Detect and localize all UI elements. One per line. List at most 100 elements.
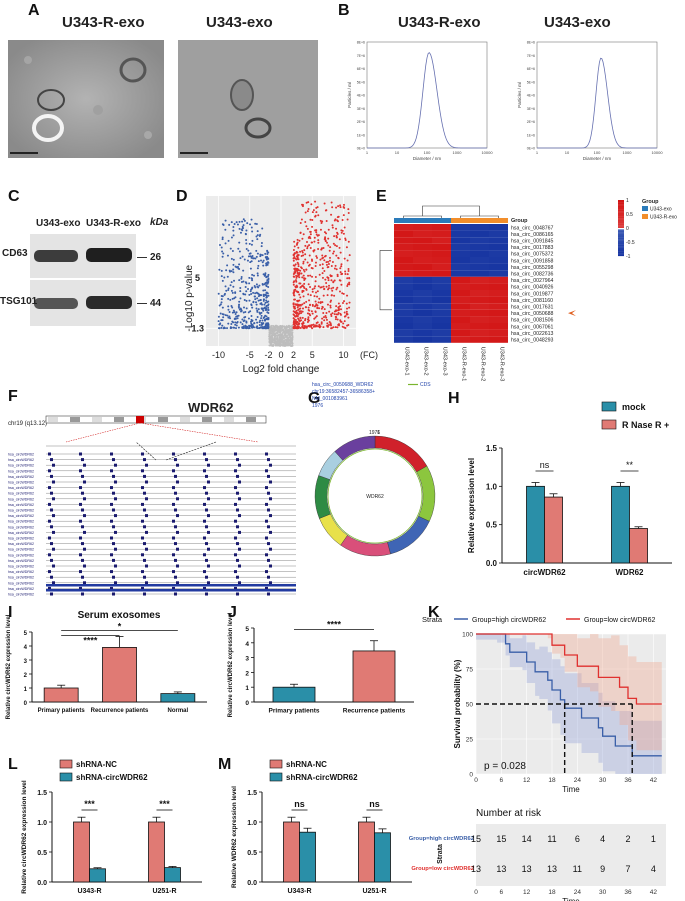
km-ytick: 25	[466, 737, 474, 744]
risk-title: Number at risk	[476, 808, 542, 819]
nta-ytick: 8E+6	[357, 41, 365, 45]
heatmap-cell	[394, 283, 413, 290]
y-tick-label: 0.0	[486, 559, 498, 568]
heatmap-cell	[413, 323, 432, 330]
risk-value: 13	[496, 864, 506, 874]
heatmap-cell	[451, 296, 470, 304]
arrow-icon	[568, 310, 576, 317]
bar	[283, 821, 300, 883]
heatmap-row-label: hsa_circ_0027964	[511, 278, 554, 284]
heatmap-cell	[432, 336, 451, 343]
y-tick-label: 0	[24, 701, 28, 707]
band-tsg101: TSG101	[0, 296, 38, 307]
km-pvalue: p = 0.028	[484, 761, 526, 772]
risk-value: 1	[651, 834, 656, 844]
panel-label-j: J	[228, 604, 237, 621]
heatmap-cell	[470, 250, 489, 257]
heatmap-cell	[470, 323, 489, 330]
heatmap-cell	[451, 270, 470, 277]
tem-image-left	[8, 40, 164, 158]
heatmap-row-label: hsa_circ_0082736	[511, 272, 554, 278]
exon-segment	[374, 435, 428, 473]
y-tick-label: 1.0	[247, 820, 257, 827]
risk-value: 14	[522, 834, 532, 844]
y-axis-label: Relative WDR62 expression level	[231, 786, 238, 888]
y-tick-label: 2	[24, 673, 28, 679]
km-xtick: 0	[474, 777, 478, 784]
x-category-label: U343-R	[287, 888, 311, 895]
km-ytick: 0	[469, 772, 473, 779]
risk-xtick: 12	[523, 889, 531, 896]
legend-label: shRNA-NC	[76, 760, 117, 769]
heatmap-cell	[432, 309, 451, 317]
y-tick-label: 4	[245, 641, 249, 648]
panel-a-right-title: U343-exo	[206, 14, 273, 31]
km-xtick: 24	[574, 777, 582, 784]
y-tick-label: 0.0	[247, 880, 257, 887]
heatmap-cell	[470, 316, 489, 323]
mw-44: 44	[150, 298, 162, 309]
nta-curve	[367, 52, 487, 149]
km-ytick: 100	[462, 632, 473, 639]
group-bar-cell	[489, 218, 508, 223]
heatmap-col-label: U343-R-exo-1	[461, 347, 467, 382]
svg-text:hsa_circWDR62: hsa_circWDR62	[8, 520, 34, 524]
y-axis-label: Relative circWDR62 expression level	[21, 780, 28, 894]
heatmap-cell	[413, 329, 432, 337]
heatmap-cell	[451, 230, 470, 238]
x-category-label: WDR62	[615, 568, 644, 577]
heatmap-cell	[432, 257, 451, 264]
row-dendrogram	[379, 250, 392, 311]
heatmap-cell	[470, 329, 489, 337]
heatmap-cell	[413, 316, 432, 323]
heatmap-cell	[470, 336, 489, 343]
heatmap-cell	[432, 323, 451, 330]
y-tick-label: 3	[24, 659, 28, 665]
heatmap-cell	[470, 290, 489, 297]
nta-ytick: 6E+6	[527, 67, 535, 71]
legend-swatch	[601, 419, 617, 430]
risk-row-label: Group=high circWDR62	[409, 836, 474, 842]
km-xtick: 42	[650, 777, 658, 784]
risk-value: 11	[573, 864, 582, 874]
nta-ytick: 7E+6	[357, 54, 365, 58]
svg-text:hsa_circWDR62: hsa_circWDR62	[8, 509, 34, 513]
nta-ytick: 3E+6	[527, 107, 535, 111]
heatmap-row-label: hsa_circ_0019877	[511, 291, 554, 297]
panel-label-c: C	[8, 188, 20, 205]
heatmap-cell	[394, 237, 413, 244]
heatmap-cell	[394, 336, 413, 343]
group-bar-cell	[432, 218, 451, 223]
volcano-plot: -10 -5 -2 0 2 5 10 (FC) Log2 fold change 5 1.3-Log…	[184, 196, 378, 375]
nta-ytick: 4E+6	[527, 94, 535, 98]
risk-value: 11	[547, 834, 556, 844]
svg-text:hsa_circWDR62: hsa_circWDR62	[8, 548, 34, 552]
heatmap-row-label: hsa_circ_0017883	[511, 245, 554, 251]
panel-a-left-title: U343-R-exo	[62, 14, 145, 31]
heatmap-row-label: hsa_circ_0022613	[511, 331, 554, 337]
risk-xlabel: Time	[562, 897, 580, 901]
risk-strata-label: Strata	[437, 844, 444, 864]
circ-title-line: NM_001083961	[312, 396, 348, 402]
x-category-label: circWDR62	[523, 568, 566, 577]
svg-text:hsa_circWDR62: hsa_circWDR62	[8, 542, 34, 546]
risk-value: 2	[625, 834, 630, 844]
heatmap-row-label: hsa_circ_0081160	[511, 298, 553, 304]
volcano-xtick: 2	[291, 350, 296, 360]
volcano-xtick: -10	[212, 350, 225, 360]
nta-xlabel: Diameter / nm	[413, 156, 442, 161]
scale-tick: -0.5	[626, 240, 635, 246]
strata-label: Strata	[422, 615, 443, 624]
y-axis-label: Relative expression level	[467, 458, 476, 553]
km-ytick: 50	[466, 702, 474, 709]
heatmap-cell	[470, 243, 489, 251]
bar	[164, 867, 181, 883]
risk-value: 7	[625, 864, 630, 874]
nta-ytick: 0E+0	[357, 147, 365, 151]
legend-item: U343-exo	[650, 207, 672, 213]
bar	[299, 831, 316, 883]
heatmap-cell	[451, 257, 470, 264]
svg-text:hsa_circWDR62: hsa_circWDR62	[8, 503, 34, 507]
heatmap-row-label: hsa_circ_0081506	[511, 318, 554, 324]
heatmap-cell	[394, 296, 413, 304]
